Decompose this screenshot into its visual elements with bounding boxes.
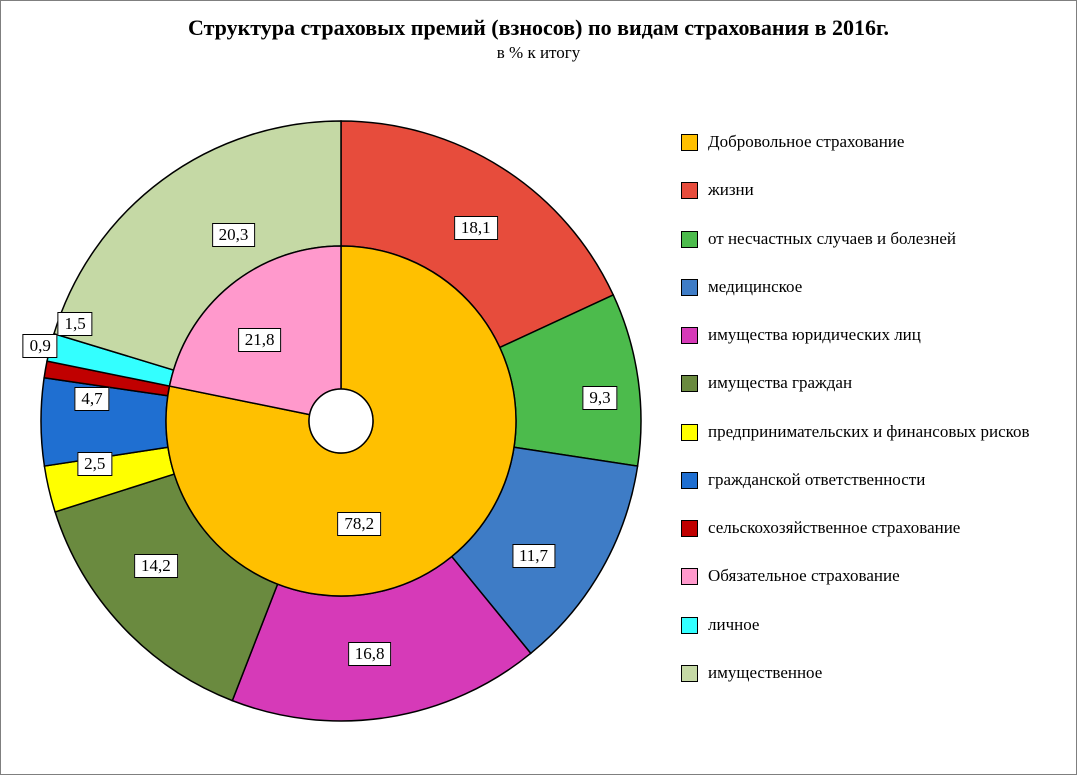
legend-item: имущественное — [681, 662, 1061, 683]
legend-label: медицинское — [708, 276, 802, 297]
legend-swatch — [681, 665, 698, 682]
data-label: 2,5 — [77, 452, 112, 476]
data-label: 0,9 — [23, 334, 58, 358]
data-label: 14,2 — [134, 554, 178, 578]
legend-swatch — [681, 375, 698, 392]
legend-item: сельскохозяйственное страхование — [681, 517, 1061, 538]
legend-swatch — [681, 279, 698, 296]
chart-frame: Структура страховых премий (взносов) по … — [0, 0, 1077, 775]
legend-label: имущественное — [708, 662, 822, 683]
legend-item: гражданской ответственности — [681, 469, 1061, 490]
data-label: 9,3 — [582, 386, 617, 410]
legend-label: жизни — [708, 179, 754, 200]
legend-item: медицинское — [681, 276, 1061, 297]
data-label: 18,1 — [454, 216, 498, 240]
data-label: 20,3 — [212, 223, 256, 247]
pie-chart: 18,19,311,716,814,22,54,70,91,520,378,22… — [31, 81, 651, 741]
chart-subtitle: в % к итогу — [1, 43, 1076, 63]
legend-item: жизни — [681, 179, 1061, 200]
legend-swatch — [681, 424, 698, 441]
legend-swatch — [681, 472, 698, 489]
chart-title: Структура страховых премий (взносов) по … — [1, 15, 1076, 41]
legend-label: имущества юридических лиц — [708, 324, 921, 345]
data-label: 1,5 — [57, 312, 92, 336]
legend-item: имущества граждан — [681, 372, 1061, 393]
data-label: 16,8 — [348, 642, 392, 666]
legend-label: от несчастных случаев и болезней — [708, 228, 956, 249]
legend-swatch — [681, 568, 698, 585]
legend-swatch — [681, 134, 698, 151]
legend-swatch — [681, 182, 698, 199]
legend-item: личное — [681, 614, 1061, 635]
legend-label: Обязательное страхование — [708, 565, 900, 586]
legend-item: от несчастных случаев и болезней — [681, 228, 1061, 249]
data-label: 78,2 — [337, 512, 381, 536]
legend-label: имущества граждан — [708, 372, 852, 393]
data-label: 21,8 — [238, 328, 282, 352]
legend-label: личное — [708, 614, 759, 635]
legend-swatch — [681, 231, 698, 248]
legend-swatch — [681, 617, 698, 634]
legend: Добровольное страхование жизни от несчастн… — [681, 131, 1061, 710]
pie-center-hole — [309, 389, 373, 453]
pie-svg — [31, 81, 651, 761]
legend-label: гражданской ответственности — [708, 469, 925, 490]
legend-item: имущества юридических лиц — [681, 324, 1061, 345]
legend-swatch — [681, 327, 698, 344]
data-label: 4,7 — [74, 387, 109, 411]
legend-item: предпринимательских и финансовых рисков — [681, 421, 1061, 442]
legend-label: сельскохозяйственное страхование — [708, 517, 960, 538]
legend-item: Добровольное страхование — [681, 131, 1061, 152]
legend-label: предпринимательских и финансовых рисков — [708, 421, 1030, 442]
legend-swatch — [681, 520, 698, 537]
legend-label: Добровольное страхование — [708, 131, 904, 152]
legend-item: Обязательное страхование — [681, 565, 1061, 586]
data-label: 11,7 — [512, 544, 555, 568]
